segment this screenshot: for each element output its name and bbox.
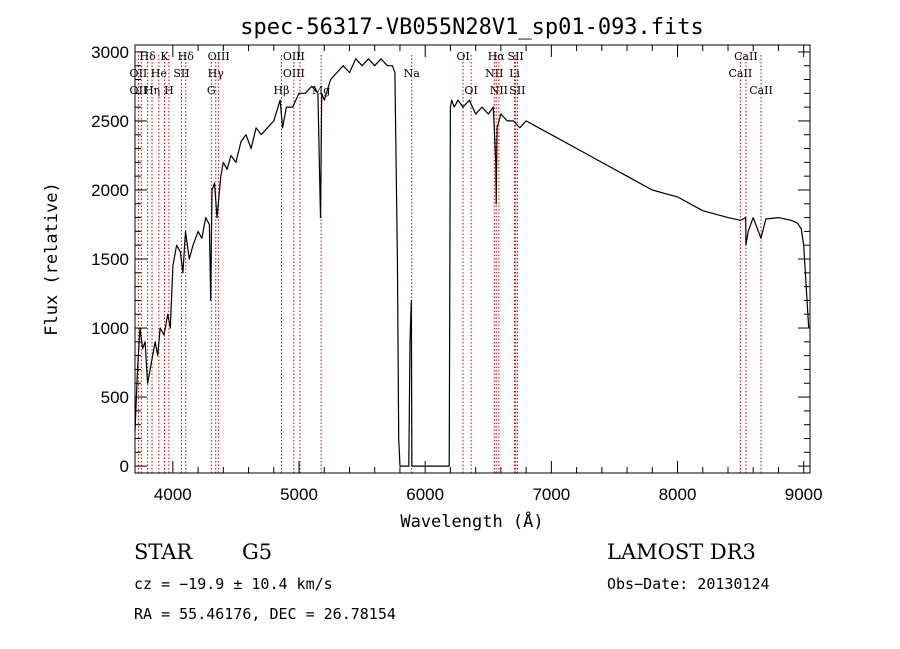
tick-group: 4000 5000 6000 7000 8000 9000 0 500 1000 1500 2000…	[91, 43, 822, 504]
line-marker-label: Hβ	[274, 84, 290, 97]
y-tick-label: 2500	[91, 112, 129, 131]
y-axis-label: Flux (relative)	[42, 182, 62, 336]
line-marker-label: OI	[464, 84, 477, 97]
coordinates: RA = 55.46176, DEC = 26.78154	[134, 605, 396, 623]
observation-date: Obs−Date: 20130124	[607, 575, 770, 593]
redshift-cz: cz = −19.9 ± 10.4 km/s	[134, 575, 333, 593]
line-marker-label: CaII	[729, 67, 753, 80]
line-marker-label: SII	[508, 50, 524, 63]
spectrum-line	[134, 58, 810, 467]
y-tick-label: 1000	[91, 319, 129, 338]
survey-name: LAMOST DR3	[607, 540, 756, 564]
line-marker-label: K	[160, 50, 169, 63]
subclass: G5	[242, 540, 273, 564]
line-marker-label: Hα	[488, 50, 506, 63]
y-tick-label: 1500	[91, 250, 129, 269]
line-marker-label: Hδ	[178, 50, 195, 63]
line-marker-label: Mg	[312, 84, 330, 97]
x-tick-label: 4000	[154, 485, 192, 504]
line-marker-label: OIII	[283, 50, 305, 63]
line-marker-label: OII	[130, 84, 148, 97]
line-marker-label: OIII	[283, 67, 305, 80]
line-marker-label: Na	[404, 67, 421, 80]
line-marker-label: Hδ	[140, 50, 157, 63]
line-marker-label: CaII	[734, 50, 758, 63]
line-marker-label: G	[207, 84, 216, 97]
line-marker-label: Li	[509, 67, 520, 80]
plot-frame	[134, 44, 811, 474]
line-marker-label: NII	[490, 84, 508, 97]
line-marker-label: SII	[509, 84, 525, 97]
line-marker-label: Hγ	[208, 67, 225, 80]
x-axis-label: Wavelength (Å)	[400, 510, 543, 532]
x-tick-label: 9000	[785, 485, 823, 504]
x-tick-label: 8000	[659, 485, 697, 504]
line-marker-label: H	[164, 84, 174, 97]
line-marker-label: NII	[485, 67, 503, 80]
x-tick-label: 7000	[532, 485, 570, 504]
line-marker-label: He	[151, 67, 167, 80]
line-marker-label: OI	[456, 50, 469, 63]
y-tick-label: 500	[101, 388, 129, 407]
x-tick-label: 6000	[406, 485, 444, 504]
line-marker-label: Hη	[144, 84, 160, 97]
y-tick-label: 0	[120, 457, 129, 476]
series-group	[134, 58, 810, 467]
line-marker-label: OII	[130, 67, 148, 80]
chart-title: spec-56317-VB055N28V1_sp01-093.fits	[240, 15, 704, 40]
y-tick-label: 2000	[91, 181, 129, 200]
line-marker-label: OIII	[208, 50, 230, 63]
object-type: STAR	[134, 540, 193, 564]
x-tick-label: 5000	[280, 485, 318, 504]
line-marker-label: SII	[173, 67, 189, 80]
y-tick-label: 3000	[91, 43, 129, 62]
line-marker-label: CaII	[749, 84, 773, 97]
